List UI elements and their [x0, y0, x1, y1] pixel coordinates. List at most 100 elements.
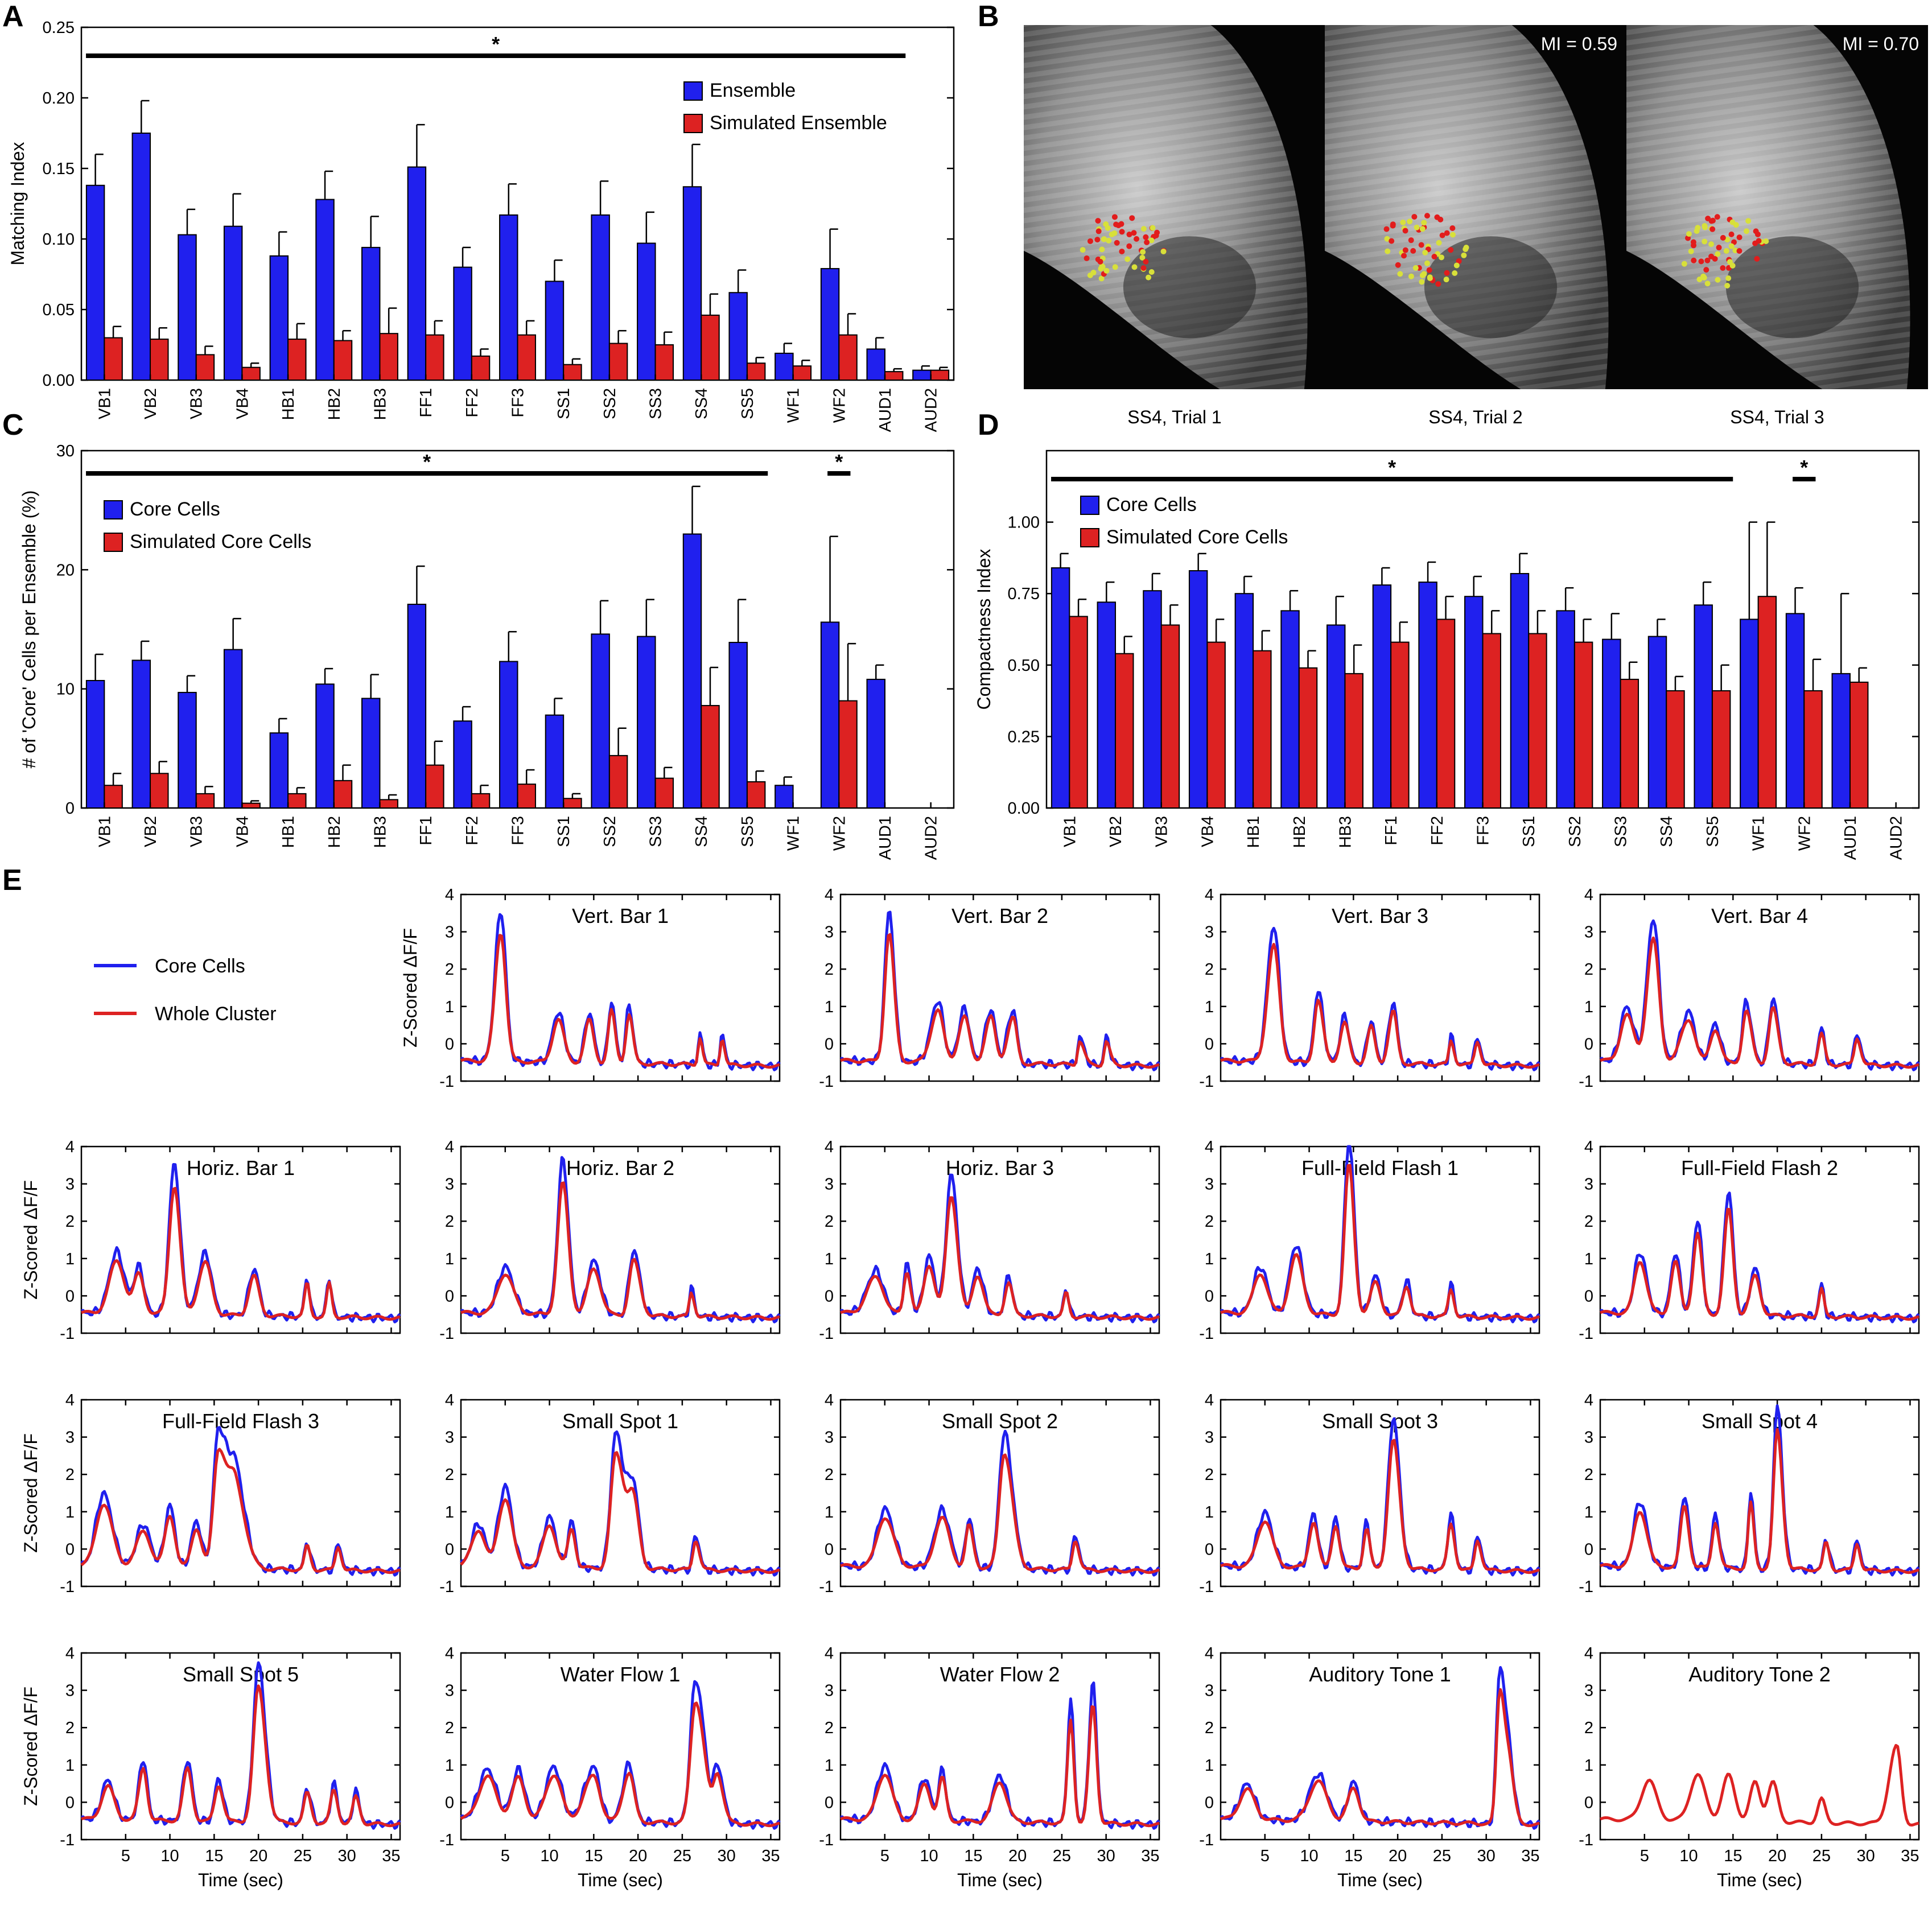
bar-ensemble-ss2 — [591, 214, 610, 381]
y-tick-label: 0.25 — [43, 19, 75, 37]
cell-marker — [1736, 234, 1742, 241]
y-tick-label: 3 — [1584, 1176, 1593, 1194]
y-tick-label: 0.15 — [43, 160, 75, 178]
cell-marker — [1435, 281, 1441, 287]
trace-whole-cluster — [460, 1181, 780, 1321]
subplot-title: Horiz. Bar 3 — [946, 1156, 1054, 1180]
frame-caption: SS4, Trial 3 — [1730, 407, 1824, 427]
y-tick-label: 1 — [65, 1503, 75, 1522]
panel-c: 0 10 20 30 VB1 VB2 VB3 VB4 HB1 HB2 HB3 FF1 FF2 FF3 SS1… — [19, 442, 955, 860]
bar-core-cells-hb1 — [269, 732, 289, 809]
subplot-title: Water Flow 1 — [561, 1663, 681, 1686]
bar-simulated-core-cells-vb4 — [1206, 641, 1226, 809]
bar-core-cells-hb3 — [361, 698, 381, 809]
bar-simulated-ensemble-ss2 — [608, 343, 628, 381]
subplot-title: Auditory Tone 2 — [1688, 1663, 1831, 1686]
bar-simulated-ensemble-ss4 — [701, 314, 720, 381]
y-tick-label: -1 — [1579, 1831, 1593, 1849]
y-tick-label: 2 — [1205, 1213, 1214, 1231]
plot-frame — [1220, 893, 1540, 1082]
x-axis-label: Time (sec) — [1717, 1870, 1802, 1890]
y-axis-label: Z-Scored ΔF/F — [20, 1433, 41, 1553]
x-tick-label: 30 — [1097, 1847, 1115, 1865]
legend-swatch — [1080, 496, 1099, 515]
y-tick-label: 3 — [825, 1176, 834, 1194]
x-tick-label: 5 — [121, 1847, 130, 1865]
x-tick-label: 10 — [1300, 1847, 1318, 1865]
x-tick-label: SS5 — [1704, 816, 1722, 847]
trace-core-cells — [460, 1156, 781, 1324]
x-tick-label: SS5 — [739, 816, 757, 847]
x-tick-label: SS4 — [693, 388, 711, 419]
subplot-auditory-tone-1: -1 0 1 2 3 4 5 10 15 20 25 30 35 Time (sec) Auditory T… — [1199, 1644, 1540, 1890]
trace-whole-cluster — [1220, 943, 1540, 1069]
bar-simulated-core-cells-ss1 — [563, 798, 582, 809]
x-tick-label: VB1 — [1061, 816, 1079, 847]
plot-frame — [80, 1399, 401, 1588]
x-tick-label: 30 — [1477, 1847, 1496, 1865]
x-tick-label: FF1 — [417, 388, 435, 418]
plot-frame — [460, 893, 781, 1082]
x-tick-label: FF1 — [1382, 816, 1400, 846]
y-tick-label: -1 — [1199, 1831, 1214, 1849]
cell-marker — [1402, 228, 1408, 234]
bar-simulated-ensemble-ff3 — [517, 334, 536, 381]
y-tick-label: 1 — [1205, 998, 1214, 1016]
subplot-title: Full-Field Flash 2 — [1681, 1156, 1838, 1180]
cell-marker — [1402, 247, 1408, 253]
bar-simulated-core-cells-ss1 — [1528, 633, 1547, 809]
bar-simulated-core-cells-ff2 — [471, 793, 491, 809]
bar-core-cells-vb3 — [178, 691, 197, 809]
y-tick-label: 1 — [1584, 1757, 1593, 1775]
panel-a: 0.00 0.05 0.10 0.15 0.20 0.25 VB1 VB2 VB3 VB4 HB1 H… — [2, 0, 999, 897]
subplot-title: Vert. Bar 1 — [572, 904, 669, 927]
x-tick-label: 5 — [501, 1847, 510, 1865]
cell-marker — [1160, 248, 1167, 254]
cell-marker — [1407, 218, 1413, 225]
y-tick-label: 3 — [65, 1429, 75, 1447]
plot-frame — [1220, 1652, 1540, 1841]
y-tick-label: 1 — [445, 1503, 454, 1522]
y-tick-label: 1 — [1584, 1250, 1593, 1268]
bar-simulated-ensemble-hb1 — [287, 339, 307, 381]
cell-marker — [1101, 236, 1107, 242]
bar-simulated-core-cells-ff1 — [1390, 641, 1410, 809]
bar-core-cells-ss4 — [1647, 636, 1667, 809]
y-tick-label: 3 — [1584, 923, 1593, 942]
cell-marker — [1701, 275, 1707, 281]
x-tick-label: HB2 — [1291, 816, 1309, 848]
bar-simulated-core-cells-vb4 — [241, 802, 261, 809]
cell-marker — [1401, 253, 1407, 259]
cell-marker — [1443, 277, 1449, 283]
plot-frame — [1220, 1145, 1540, 1334]
x-tick-label: SS4 — [1658, 816, 1676, 847]
cell-marker — [1712, 255, 1718, 262]
y-tick-label: 2 — [445, 1466, 454, 1484]
x-tick-label: VB4 — [233, 816, 252, 847]
cell-marker — [1714, 214, 1720, 220]
trace-whole-cluster — [840, 1705, 1160, 1828]
y-tick-label: 0.00 — [1008, 799, 1040, 818]
x-tick-label: WF1 — [785, 388, 803, 423]
cell-marker — [1452, 270, 1458, 276]
bar-simulated-core-cells-hb2 — [1298, 667, 1318, 809]
cell-marker — [1703, 267, 1709, 273]
cell-marker — [1140, 249, 1146, 255]
y-tick-label: 1 — [445, 998, 454, 1016]
bar-simulated-ensemble-aud1 — [884, 371, 904, 381]
cell-marker — [1702, 238, 1708, 245]
cell-marker — [1098, 266, 1104, 272]
cell-marker — [1087, 238, 1093, 244]
bar-ensemble-hb2 — [315, 199, 335, 381]
bar-simulated-ensemble-wf2 — [838, 334, 858, 381]
x-tick-label: 5 — [1260, 1847, 1270, 1865]
y-tick-label: 2 — [65, 1466, 75, 1484]
cell-marker — [1126, 232, 1132, 238]
y-tick-label: 3 — [825, 923, 834, 942]
x-tick-label: 20 — [1768, 1847, 1786, 1865]
trace-core-cells — [1220, 1417, 1540, 1577]
x-axis-label: Time (sec) — [957, 1870, 1043, 1890]
y-tick-label: -1 — [819, 1325, 834, 1343]
y-tick-label: 3 — [825, 1682, 834, 1700]
plot-frame — [1220, 1399, 1540, 1588]
